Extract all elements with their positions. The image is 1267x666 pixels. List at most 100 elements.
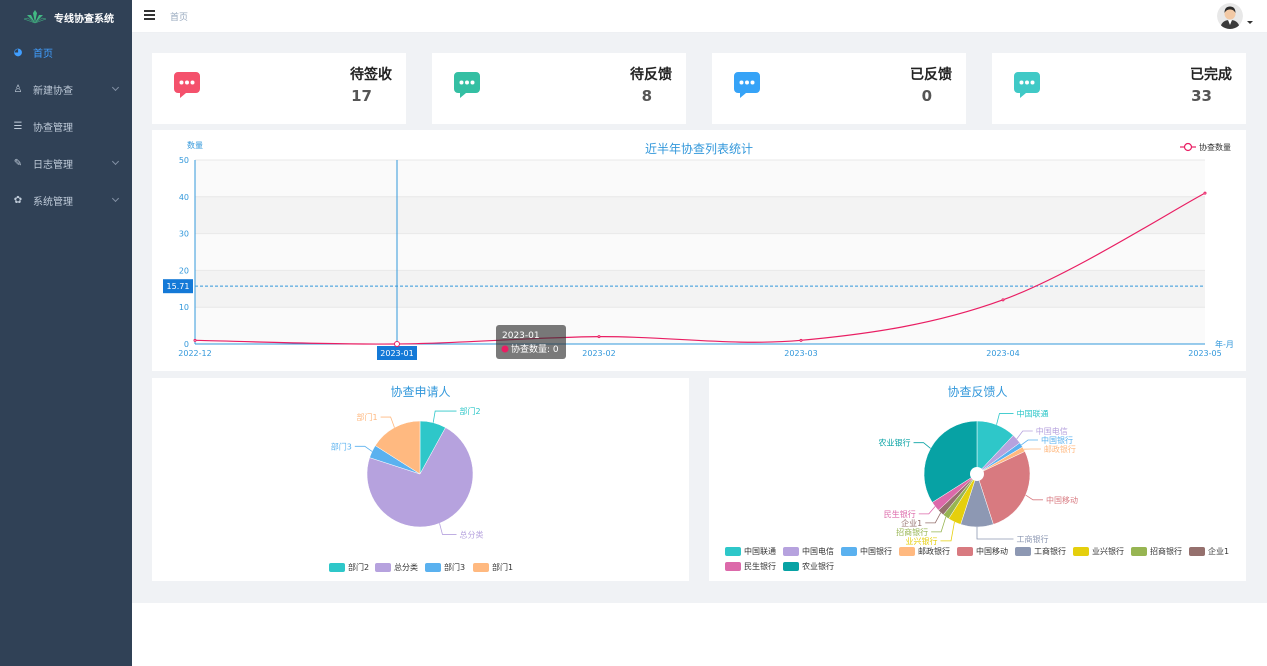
pie-label: 总分类: [460, 529, 484, 539]
legend-label: 招商银行: [1150, 546, 1182, 556]
legend-label: 企业1: [1208, 546, 1229, 556]
x-tick-label: 2023-05: [1188, 349, 1221, 358]
legend-swatch: [899, 547, 915, 556]
legend-swatch: [841, 547, 857, 556]
chart-tooltip: 2023-01 协查数量: 0: [496, 325, 566, 359]
pie-label-line: [918, 506, 936, 515]
chevron-down-icon: [111, 83, 120, 92]
data-point: [394, 341, 400, 347]
y-tick-label: 0: [184, 340, 189, 349]
y-tick-label: 20: [179, 266, 189, 275]
pie-label-line: [940, 521, 955, 542]
tooltip-text: 协查数量: 0: [511, 343, 559, 355]
legend-swatch: [783, 547, 799, 556]
legend-label: 中国银行: [860, 546, 892, 556]
stat-card-value: 33: [1191, 87, 1212, 105]
sidebar-item-label: 日志管理: [33, 160, 73, 171]
message-icon: [454, 72, 480, 98]
message-icon: [734, 72, 760, 98]
legend-swatch: [725, 547, 741, 556]
pie-label-line: [1021, 439, 1038, 446]
pie-label: 业兴银行: [906, 536, 938, 546]
pie-center-hole: [970, 467, 984, 481]
legend-marker: [1183, 142, 1193, 152]
sidebar-item-1[interactable]: ♙ 新建协查: [0, 71, 132, 108]
stat-card[interactable]: 已反馈 0: [712, 53, 966, 124]
legend-swatch: [329, 563, 345, 572]
avatar[interactable]: [1217, 3, 1243, 29]
breadcrumb[interactable]: 首页: [170, 13, 189, 23]
x-tick-label: 2023-03: [784, 349, 817, 358]
pie-slice: [366, 427, 474, 528]
line-chart[interactable]: 0 10 20 30 40 50 2022-12 2023-01 2023-02 2023-03 2…: [152, 130, 1246, 371]
x-axis-title: 年-月: [1215, 339, 1234, 349]
dashboard-icon: ◕: [13, 47, 23, 58]
legend-swatch: [957, 547, 973, 556]
crosshair-y-badge: [163, 279, 193, 294]
sidebar-item-2[interactable]: ☰ 协查管理: [0, 108, 132, 145]
sidebar-item-3[interactable]: ✎ 日志管理: [0, 145, 132, 182]
stat-card[interactable]: 待反馈 8: [432, 53, 686, 124]
stat-card-title: 待签收: [350, 67, 392, 83]
dashboard-main: 待签收 17 待反馈 8 已反馈 0 已完成 33 0 10 20 30 40 50 2022-12 202…: [132, 33, 1267, 603]
logo-icon: [24, 10, 46, 24]
legend-label: 工商银行: [1034, 546, 1066, 556]
pie-label-line: [354, 445, 373, 452]
legend-swatch: [1073, 547, 1089, 556]
stat-card-value: 0: [921, 87, 932, 105]
pie-label: 邮政银行: [1044, 444, 1076, 454]
grid-band: [195, 307, 1205, 344]
pie-label: 中国移动: [1046, 495, 1078, 505]
stat-card[interactable]: 已完成 33: [992, 53, 1246, 124]
pie-label-line: [976, 527, 1014, 540]
legend-label: 邮政银行: [918, 546, 950, 556]
list-icon: ☰: [13, 121, 23, 132]
y-tick-label: 30: [179, 230, 189, 239]
chevron-down-icon[interactable]: [1247, 21, 1253, 24]
x-tick-label: 2023-04: [986, 349, 1019, 358]
chart-title: 协查反馈人: [947, 384, 1007, 399]
data-point: [799, 338, 803, 342]
app-title: 专线协查系统: [54, 13, 114, 25]
pie-label-line: [925, 512, 942, 524]
pie-label-line: [432, 410, 457, 423]
data-point: [597, 335, 601, 339]
pie-label: 部门3: [331, 441, 352, 451]
legend-swatch: [375, 563, 391, 572]
chart-legend: 协查数量: [1180, 142, 1231, 152]
legend-label: 部门2: [348, 562, 369, 572]
legend-swatch: [425, 563, 441, 572]
grid-band: [195, 196, 1205, 234]
legend-swatch: [1015, 547, 1031, 556]
sidebar-menu: ◕ 首页 ♙ 新建协查 ☰ 协查管理 ✎ 日志管理 ✿ 系统管理: [0, 34, 132, 219]
hamburger-icon[interactable]: [144, 10, 155, 21]
data-point: [193, 338, 197, 342]
stat-card-title: 已反馈: [910, 67, 952, 83]
legend-swatch: [1131, 547, 1147, 556]
legend-label: 总分类: [394, 562, 418, 572]
stat-card[interactable]: 待签收 17: [152, 53, 406, 124]
pie-label: 民生银行: [884, 509, 916, 519]
pie-label-line: [439, 523, 457, 535]
legend-label: 中国电信: [802, 546, 834, 556]
grid-band: [195, 160, 1205, 197]
y-axis-title: 数量: [187, 140, 203, 150]
legend-swatch: [473, 563, 489, 572]
sidebar-item-4[interactable]: ✿ 系统管理: [0, 182, 132, 219]
tooltip-box: [496, 325, 566, 359]
legend-label: 中国移动: [976, 546, 1008, 556]
feedback-pie-chart[interactable]: 协查反馈人中国联通中国电信中国银行邮政银行中国移动工商银行业兴银行招商银行企业1…: [709, 378, 1246, 581]
pie-label: 工商银行: [1017, 534, 1049, 544]
stat-card-value: 17: [351, 87, 372, 105]
pie-slice: [374, 420, 421, 475]
chevron-down-icon: [111, 157, 120, 166]
sidebar-item-label: 系统管理: [33, 197, 73, 208]
navbar: 首页: [132, 0, 1267, 33]
stat-card-title: 待反馈: [630, 67, 672, 83]
sidebar-item-label: 首页: [33, 49, 53, 60]
y-tick-label: 50: [179, 156, 189, 165]
legend-label: 民生银行: [744, 561, 776, 571]
sidebar-item-0[interactable]: ◕ 首页: [0, 34, 132, 71]
pie-label-line: [931, 516, 947, 533]
